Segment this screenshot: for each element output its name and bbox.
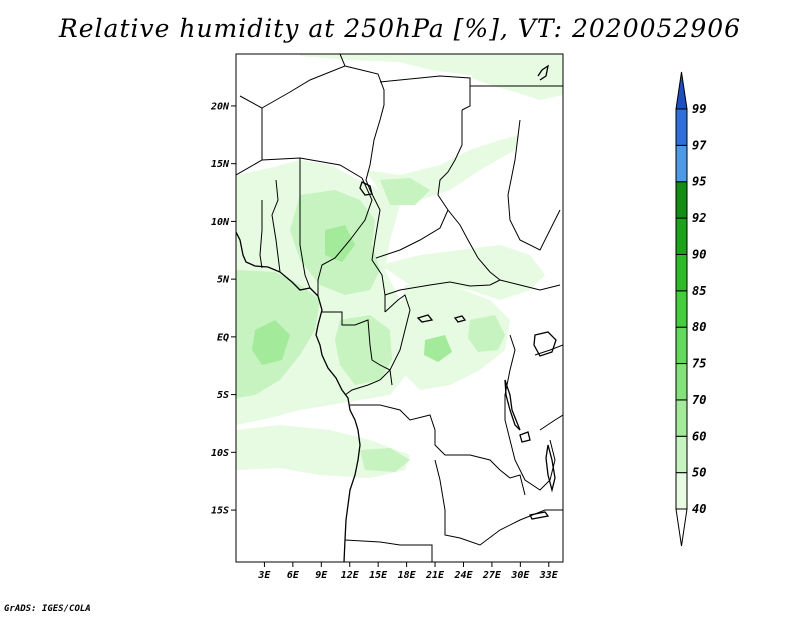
colorbar-label: 40 — [692, 502, 706, 516]
colorbar-label: 95 — [692, 175, 706, 189]
lat-tick-label: 5S — [217, 390, 229, 401]
colorbar-lower-extension — [675, 508, 688, 547]
shade-mid-north — [380, 178, 430, 205]
lake-small-2 — [453, 315, 467, 323]
border-north-4 — [379, 75, 471, 111]
lon-tick-label: 21E — [425, 570, 445, 581]
lake-small-3 — [519, 431, 531, 443]
border-wa-3 — [271, 179, 281, 273]
border-gabon — [322, 311, 393, 386]
lat-tick-label: EQ — [217, 332, 229, 343]
lake-small-1 — [416, 314, 434, 323]
longitude-axis: 3E 6E 9E 12E 15E 18E 21E 24E 27E 30E 33E — [257, 562, 559, 581]
colorbar-label: 99 — [692, 102, 706, 116]
lon-tick-label: 6E — [287, 570, 300, 581]
colorbar-box — [675, 363, 688, 401]
grads-credit: GrADS: IGES/COLA — [4, 604, 91, 614]
colorbar-box — [675, 399, 688, 437]
lake-malawi — [545, 444, 556, 493]
lon-tick-label: 9E — [315, 570, 328, 581]
shade-region-congo-east — [395, 285, 510, 390]
border-angola-zambia — [434, 459, 563, 546]
lat-tick-label: 20N — [210, 101, 230, 112]
border-east-3 — [534, 344, 563, 356]
colorbar-box — [675, 472, 688, 510]
shade-strong-3 — [424, 335, 452, 362]
lon-tick-label: 15E — [369, 570, 388, 581]
lon-tick-label: 12E — [341, 570, 360, 581]
humidity-shading — [236, 54, 563, 478]
colorbar-box — [675, 108, 688, 146]
colorbar-label: 90 — [692, 247, 706, 261]
colorbar-box — [675, 181, 688, 219]
colorbar-label: 70 — [692, 393, 706, 407]
coast-red-sea — [537, 64, 549, 81]
border-nigeria-east — [317, 177, 373, 296]
border-car-south — [384, 279, 501, 296]
colorbar-label: 75 — [692, 357, 706, 371]
colorbar-box — [675, 435, 688, 474]
map-title: Relative humidity at 250hPa [%], VT: 202… — [58, 14, 742, 43]
colorbar: 40 50 60 70 75 80 85 90 92 95 97 99 — [675, 71, 707, 547]
lake-victoria — [533, 331, 557, 357]
colorbar-upper-extension — [675, 71, 688, 110]
border-north-3 — [344, 65, 385, 191]
lat-tick-label: 15N — [211, 159, 230, 170]
border-chad-sudan — [437, 110, 501, 281]
border-congo-drc — [344, 294, 411, 396]
border-sudan-east — [507, 119, 561, 251]
border-north-2 — [261, 54, 346, 109]
colorbar-box — [675, 326, 688, 365]
coastline-west — [236, 231, 361, 562]
lat-tick-label: 10N — [211, 217, 230, 228]
colorbar-label: 50 — [692, 466, 706, 480]
border-east-2 — [504, 334, 556, 491]
shade-mid-east — [468, 315, 505, 352]
lon-tick-label: 27E — [482, 570, 502, 581]
colorbar-box — [675, 217, 688, 255]
lat-tick-label: 10S — [211, 448, 229, 459]
border-namibia — [344, 539, 433, 562]
lon-tick-label: 33E — [539, 570, 559, 581]
shade-strong-1 — [252, 320, 290, 365]
shade-strong-2 — [325, 225, 355, 262]
border-east-1 — [499, 279, 561, 291]
latitude-axis: 20N 15N 10N 5N EQ 5S 10S 15S — [210, 101, 236, 517]
shade-mid-south — [360, 448, 410, 472]
border-drc-angola — [350, 404, 526, 496]
colorbar-label: 92 — [692, 211, 706, 225]
border-wa-4 — [299, 158, 311, 289]
lake-small-4 — [529, 511, 550, 520]
lon-tick-label: 30E — [510, 570, 530, 581]
colorbar-label: 60 — [692, 429, 706, 443]
border-wa-2 — [259, 200, 263, 269]
border-north-1 — [239, 95, 263, 160]
colorbar-box — [675, 144, 688, 183]
border-car-north — [375, 209, 449, 259]
lat-tick-label: 15S — [211, 506, 229, 517]
shade-region-central-band — [380, 245, 545, 300]
shade-region-top-right — [470, 56, 563, 100]
colorbar-box — [675, 253, 688, 292]
colorbar-label: 80 — [692, 320, 706, 334]
colorbar-label: 97 — [692, 138, 707, 152]
lake-tanganyika — [504, 379, 521, 431]
shade-region-west-coast-strip — [236, 220, 265, 272]
shade-mid-congo — [335, 315, 392, 385]
lat-tick-label: 5N — [217, 275, 230, 286]
lon-tick-label: 24E — [453, 570, 473, 581]
map-borders — [236, 54, 563, 562]
border-east-4 — [539, 414, 563, 431]
lake-chad — [359, 181, 373, 196]
colorbar-label: 85 — [692, 284, 706, 298]
map-frame — [235, 53, 564, 563]
lon-tick-label: 18E — [398, 570, 417, 581]
lon-tick-label: 3E — [257, 570, 271, 581]
colorbar-box — [675, 290, 688, 328]
